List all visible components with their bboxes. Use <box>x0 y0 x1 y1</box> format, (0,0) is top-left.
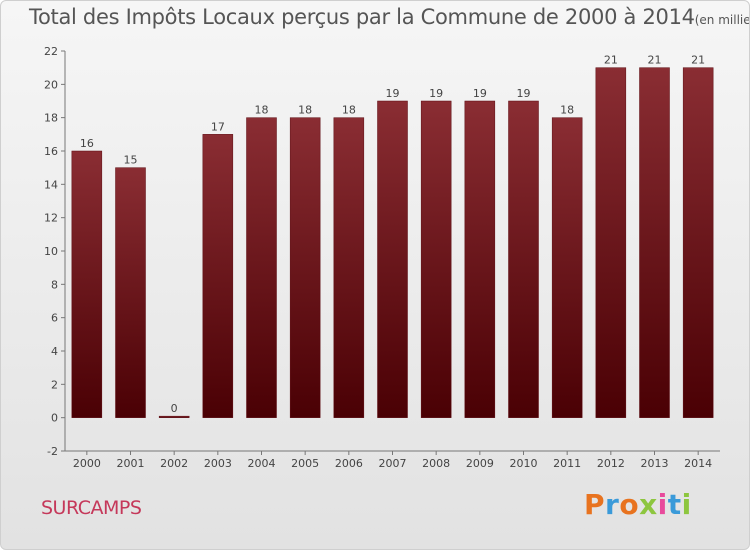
logo-letter: i <box>681 488 692 521</box>
x-tick-label-2003: 2003 <box>204 457 232 470</box>
y-tick-label: 6 <box>51 312 58 325</box>
x-tick-label-2013: 2013 <box>641 457 669 470</box>
data-label-2007: 19 <box>386 87 400 100</box>
bar-2009 <box>464 100 496 418</box>
x-tick-label-2014: 2014 <box>684 457 712 470</box>
bar-2002 <box>158 415 190 418</box>
x-tick-label-2001: 2001 <box>117 457 145 470</box>
data-label-2001: 15 <box>124 154 138 167</box>
logo-letter: i <box>657 488 668 521</box>
data-label-2014: 21 <box>691 54 705 67</box>
x-axis: 2000 2001 2002 2003 2004 2005 2006 2007 2008 2009… <box>65 450 720 470</box>
y-tick-label: 20 <box>44 78 58 91</box>
x-tick-label-2012: 2012 <box>597 457 625 470</box>
data-label-2006: 18 <box>342 104 356 117</box>
y-tick-label: 22 <box>44 45 58 58</box>
chart-title: Total des Impôts Locaux perçus par la Co… <box>29 5 750 29</box>
bar-2000 <box>71 150 103 418</box>
bar-2003 <box>202 134 234 418</box>
data-label-2005: 18 <box>298 104 312 117</box>
x-tick-label-2009: 2009 <box>466 457 494 470</box>
y-tick-label: 14 <box>44 178 58 191</box>
bar-2013 <box>639 67 670 418</box>
y-tick-label: 10 <box>44 245 58 258</box>
x-tick-label-2000: 2000 <box>73 457 101 470</box>
bar-2012 <box>595 67 627 418</box>
y-tick-label: 12 <box>44 212 58 225</box>
x-tick-label-2010: 2010 <box>510 457 538 470</box>
data-label-2008: 19 <box>429 87 443 100</box>
bar-2014 <box>682 67 714 418</box>
logo-letter: t <box>667 488 682 521</box>
chart-unit: (en milliers d'€) <box>694 13 750 27</box>
bar-2001 <box>115 167 146 418</box>
data-label-2009: 19 <box>473 87 487 100</box>
logo-letter: P <box>584 488 606 521</box>
x-tick-label-2004: 2004 <box>248 457 276 470</box>
bars <box>71 67 714 418</box>
data-label-2013: 21 <box>648 54 662 67</box>
x-tick-label-2002: 2002 <box>160 457 188 470</box>
chart-title-text: Total des Impôts Locaux perçus par la Co… <box>29 5 695 29</box>
y-tick-label: 18 <box>44 112 58 125</box>
data-label-2000: 16 <box>80 137 94 150</box>
x-tick-label-2007: 2007 <box>379 457 407 470</box>
y-tick-label: -2 <box>47 445 58 458</box>
bar-2011 <box>551 117 583 418</box>
x-tick-label-2006: 2006 <box>335 457 363 470</box>
y-tick-label: 2 <box>51 378 58 391</box>
y-tick-label: 8 <box>51 278 58 291</box>
bar-2006 <box>333 117 365 418</box>
data-labels: 16 15 0 17 18 18 18 19 19 19 19 18 21 21 21 <box>80 54 705 415</box>
data-label-2002: 0 <box>171 402 178 415</box>
bar-2004 <box>246 117 277 418</box>
logo-letter: o <box>619 488 640 521</box>
data-label-2004: 18 <box>255 104 269 117</box>
x-tick-label-2011: 2011 <box>553 457 581 470</box>
bar-2005 <box>289 117 321 418</box>
y-tick-label: 4 <box>51 345 58 358</box>
y-tick-label: 0 <box>51 412 58 425</box>
y-axis: -2 0 2 4 6 8 10 12 14 16 18 20 22 <box>44 45 66 458</box>
bar-2008 <box>420 100 452 418</box>
data-label-2003: 17 <box>211 120 225 133</box>
logo-letter: x <box>639 488 658 521</box>
logo-letter: r <box>605 488 620 521</box>
bar-2010 <box>508 100 539 418</box>
commune-name: SURCAMPS <box>41 497 142 519</box>
proxiti-logo[interactable]: Proxiti <box>584 488 692 521</box>
x-tick-label-2005: 2005 <box>291 457 319 470</box>
x-tick-label-2008: 2008 <box>422 457 450 470</box>
bar-2007 <box>377 100 408 418</box>
y-tick-label: 16 <box>44 145 58 158</box>
data-label-2010: 19 <box>517 87 531 100</box>
data-label-2011: 18 <box>560 104 574 117</box>
data-label-2012: 21 <box>604 54 618 67</box>
